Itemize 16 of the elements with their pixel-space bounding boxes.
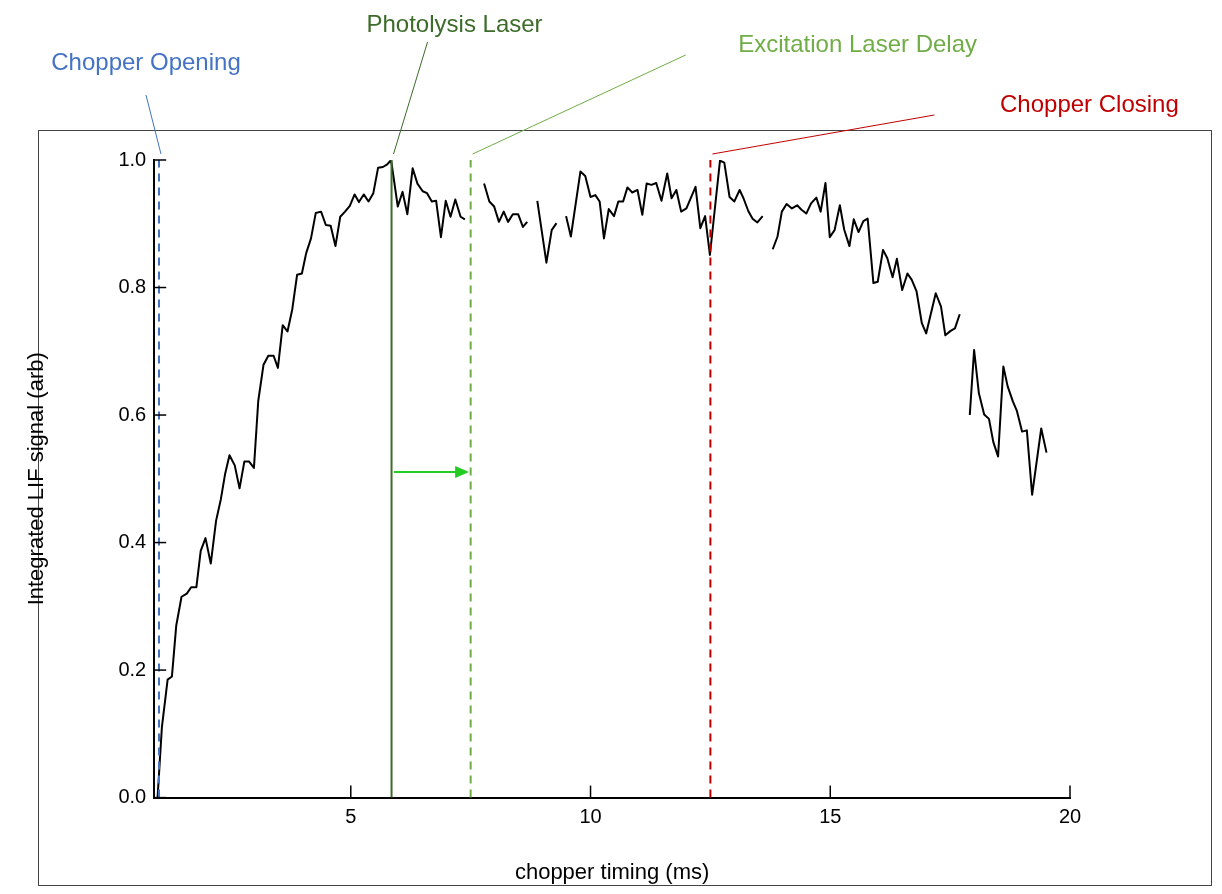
ref-line-label: Excitation Laser Delay: [738, 30, 978, 57]
x-axis-title: chopper timing (ms): [514, 858, 710, 884]
x-tick-label: 10: [579, 805, 602, 828]
y-tick-label: 0.4: [118, 530, 147, 553]
y-tick-label: 0.8: [118, 275, 147, 298]
ref-line-label: Chopper Opening: [51, 48, 241, 75]
y-tick-label: 0.2: [118, 657, 147, 680]
x-tick-label: 20: [1058, 805, 1082, 828]
y-tick-label: 0.6: [118, 402, 147, 425]
ref-line-label: Photolysis Laser: [366, 10, 543, 37]
y-tick-label: 1.0: [118, 147, 147, 170]
ref-line-label: Chopper Closing: [1000, 90, 1179, 117]
x-tick-label: 15: [819, 805, 842, 828]
x-tick-label: 5: [345, 805, 357, 828]
y-axis-title: Integrated LIF signal (arb): [23, 352, 49, 606]
y-tick-label: 0.0: [118, 785, 147, 808]
